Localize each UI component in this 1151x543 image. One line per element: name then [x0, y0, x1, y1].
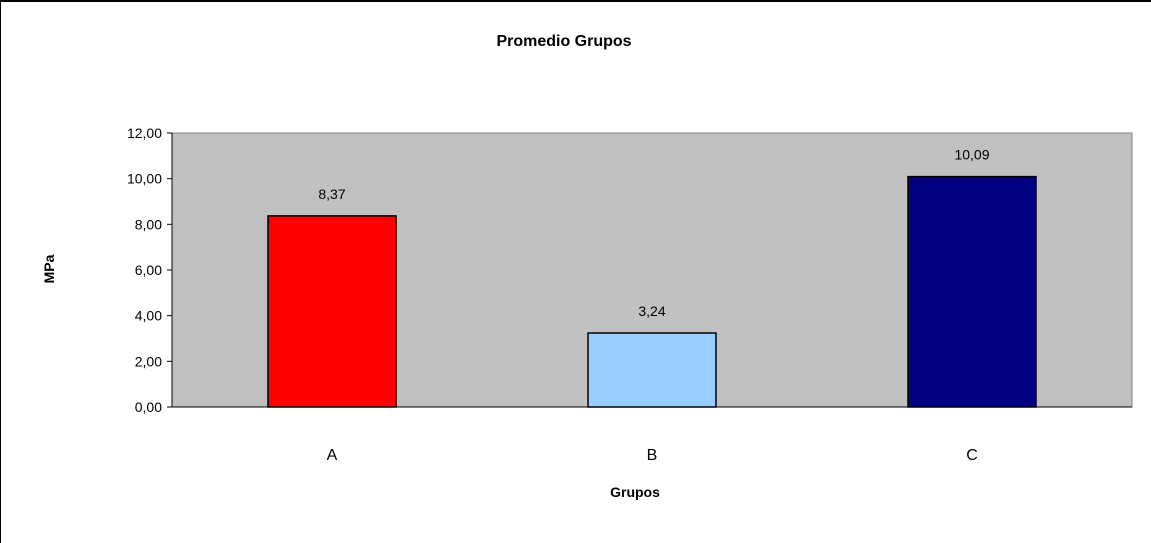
y-axis-label: MPa [41, 254, 57, 283]
y-tick-label: 6,00 [135, 262, 162, 278]
y-tick-label: 4,00 [135, 308, 162, 324]
data-label-a: 8,37 [318, 186, 345, 202]
x-category-label: B [647, 447, 658, 464]
data-label-b: 3,24 [638, 303, 665, 319]
y-tick-label: 0,00 [135, 399, 162, 415]
chart-title: Promedio Grupos [496, 33, 631, 50]
y-tick-label: 2,00 [135, 353, 162, 369]
y-tick-label: 10,00 [127, 171, 162, 187]
x-category-label: C [966, 447, 978, 464]
y-tick-label: 8,00 [135, 216, 162, 232]
data-label-c: 10,09 [954, 147, 989, 163]
bar-c [907, 175, 1037, 408]
y-tick-label: 12,00 [127, 125, 162, 141]
bars-layer: 8,37 3,24 10,09 [267, 147, 1037, 408]
bar-b [587, 332, 717, 408]
y-ticks-layer: 0,00 2,00 4,00 6,00 8,00 10,00 12,00 [127, 125, 172, 415]
x-axis-label: Grupos [610, 484, 660, 500]
x-category-label: A [327, 447, 338, 464]
x-categories-layer: A B C [327, 447, 978, 464]
bar-a [267, 215, 397, 408]
